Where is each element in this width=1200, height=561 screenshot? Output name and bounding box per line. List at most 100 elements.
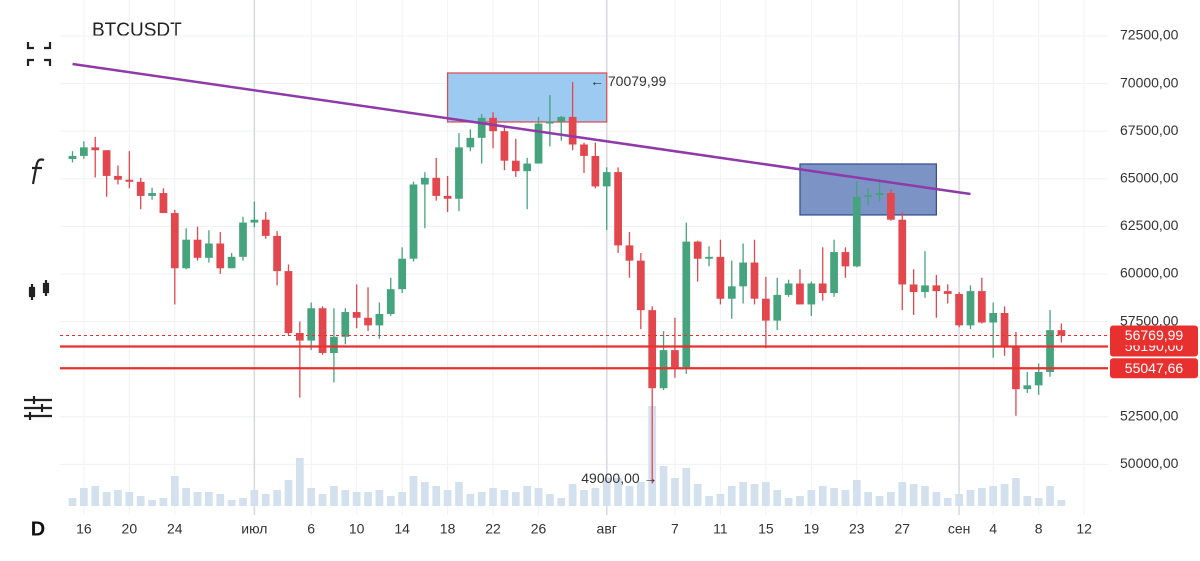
y-tick-label: 62500,00 (1120, 217, 1179, 233)
price-label-box (1110, 325, 1198, 346)
volume-bar (386, 496, 395, 506)
candle-body (671, 350, 679, 368)
candle-body (114, 175, 122, 180)
volume-bar (784, 498, 793, 506)
volume-bar (1000, 484, 1009, 506)
candle-body (852, 196, 861, 267)
timeframe[interactable]: D (31, 518, 45, 540)
x-tick-label: 14 (394, 521, 410, 537)
candle-body (580, 144, 588, 156)
candle-body (750, 262, 759, 299)
candle-body (80, 147, 88, 156)
candle-body (966, 291, 975, 326)
candle-body (227, 256, 236, 269)
x-tick-label: 27 (894, 521, 910, 537)
volume-bar (932, 492, 941, 506)
candle-body (909, 284, 918, 293)
price-label: 56769,99 (1125, 327, 1184, 343)
candle-body (102, 150, 111, 176)
candle-body (284, 271, 293, 333)
x-tick-label: 19 (804, 521, 820, 537)
candle-body (318, 308, 327, 353)
candle-body (773, 294, 782, 321)
volume-bar (511, 492, 520, 506)
volume-bar (114, 490, 122, 506)
volume-bar (762, 482, 770, 506)
volume-bar (796, 496, 804, 506)
price-annotation: 49000,00 → (581, 470, 657, 486)
volume-bar (148, 500, 156, 506)
x-tick-label: июл (241, 521, 267, 537)
candle-body (455, 147, 463, 199)
x-tick-label: 16 (76, 521, 92, 537)
candle-body (341, 312, 350, 337)
toolbar (24, 42, 52, 420)
candle-body (182, 239, 191, 269)
candle-body (295, 332, 304, 341)
volume-bar (921, 486, 929, 506)
chart-type-icon[interactable] (28, 280, 50, 300)
volume-bar (580, 490, 588, 506)
x-tick-label: 11 (713, 521, 728, 537)
volume-bar (330, 486, 338, 506)
volume-bar (671, 478, 679, 506)
candle-body (693, 241, 702, 259)
volume-bar (216, 494, 225, 506)
volume-bar (909, 484, 918, 506)
y-tick-label: 52500,00 (1120, 407, 1179, 423)
candle-body (261, 219, 270, 236)
volume-bar (750, 484, 759, 506)
volume-bar (1012, 478, 1020, 506)
candle-body (682, 241, 691, 368)
candle-body (386, 289, 395, 314)
candle-body (534, 123, 543, 164)
volume-bar (705, 496, 713, 506)
candle-body (818, 283, 827, 294)
candle-body (216, 243, 225, 269)
volume-bar (523, 486, 532, 506)
fullscreen-icon[interactable] (26, 42, 52, 66)
x-tick-label: сен (948, 521, 971, 537)
volume-bar (534, 488, 543, 506)
x-tick-label: 23 (849, 521, 865, 537)
volume-bar (546, 494, 554, 506)
volume-bar (557, 498, 566, 506)
candle-body (239, 222, 247, 257)
volume-bar (693, 484, 702, 506)
candle-body (159, 193, 168, 214)
x-tick-label: авг (597, 521, 617, 537)
candle-body (307, 308, 316, 341)
candle-body (432, 177, 441, 196)
candle-body (330, 336, 338, 353)
price-label-box (1110, 358, 1198, 379)
volume-bar (1034, 498, 1043, 506)
candle-body (409, 184, 418, 259)
volume-bar (239, 498, 247, 506)
settings-icon[interactable] (24, 396, 52, 420)
candle-body (511, 160, 520, 172)
indicator-icon[interactable] (31, 158, 45, 185)
volume-bar (852, 480, 861, 506)
candle-body (921, 285, 929, 293)
volume-bar (307, 488, 316, 506)
candle-body (875, 193, 884, 195)
candle-body (523, 163, 532, 172)
volume-bar (364, 492, 372, 506)
volume-bar (136, 496, 145, 506)
candle-body (250, 219, 259, 223)
candle-body (500, 131, 509, 161)
candle-body (716, 256, 725, 299)
volume-bar (807, 490, 816, 506)
candle-body (898, 219, 907, 285)
volume-bar (341, 490, 350, 506)
volume-bar (773, 490, 782, 506)
candle-body (705, 256, 713, 259)
x-tick-label: 4 (989, 521, 997, 537)
volume-bar (80, 488, 88, 506)
candle-body (364, 317, 372, 326)
x-tick-label: 24 (167, 521, 183, 537)
volume-bar (977, 488, 986, 506)
volume-bar (602, 478, 611, 506)
candle-body (1057, 330, 1066, 336)
price-annotation: ← 70079,99 (590, 73, 666, 89)
